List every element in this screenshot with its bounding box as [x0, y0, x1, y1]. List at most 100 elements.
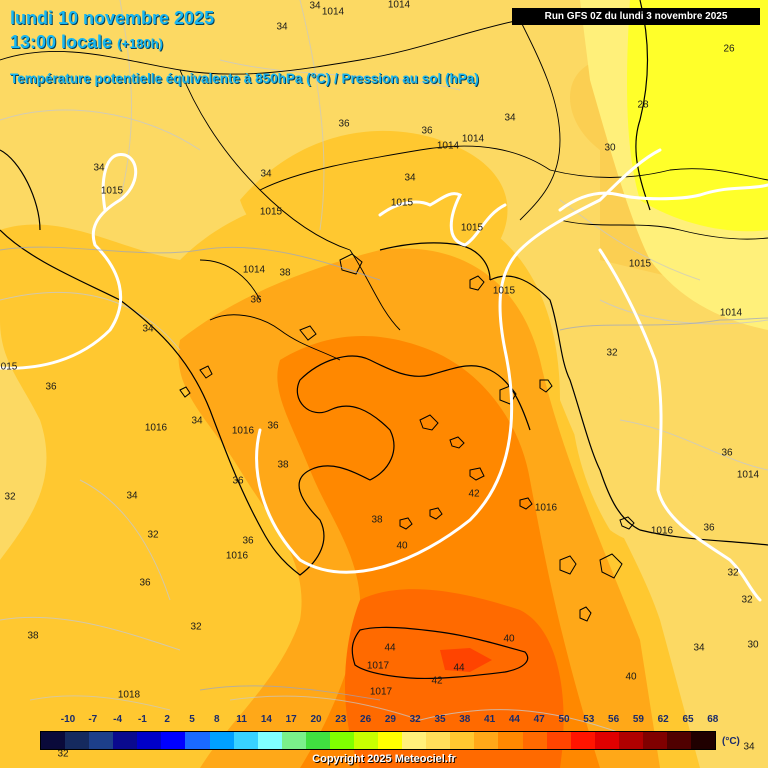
legend-swatch [426, 732, 451, 749]
map-subtitle: Température potentielle équivalente à 85… [10, 71, 479, 86]
contour-label: 34 [504, 112, 516, 124]
legend-swatch [378, 732, 403, 749]
legend-swatch [546, 732, 571, 749]
legend-tick: 14 [260, 714, 272, 725]
contour-label: 34 [309, 0, 321, 12]
contour-label: 1014 [736, 469, 760, 481]
legend-tick: 41 [484, 714, 496, 725]
contour-label: 1015 [390, 197, 414, 209]
contour-label: 1015 [492, 285, 516, 297]
legend-swatch [281, 732, 306, 749]
legend-swatch [89, 732, 114, 749]
coastlines [0, 0, 768, 680]
legend-swatch [691, 732, 716, 749]
contour-label: 1017 [366, 660, 390, 672]
color-legend: -10 -7 -4 -1 2 5 8 11 14 17 20 23 26 29 32 35 38 41 44 47 50… [0, 712, 768, 768]
contour-label: 32 [57, 748, 69, 760]
legend-tick: 56 [608, 714, 620, 725]
contour-label: 32 [190, 621, 202, 633]
legend-swatch [65, 732, 90, 749]
contour-label: 38 [279, 267, 291, 279]
contour-label: 32 [727, 567, 739, 579]
contour-label: 40 [396, 540, 408, 552]
legend-swatch [185, 732, 210, 749]
contour-label: 1017 [369, 686, 393, 698]
legend-colorbar [40, 731, 716, 750]
run-info: Run GFS 0Z du lundi 3 novembre 2025 [512, 8, 760, 25]
legend-swatch [402, 732, 427, 749]
isobars [0, 148, 768, 602]
copyright: Copyright 2025 Meteociel.fr [312, 753, 456, 765]
contour-label: 40 [625, 671, 637, 683]
legend-tick: 65 [682, 714, 694, 725]
contour-label: 36 [338, 118, 350, 130]
contour-label: 38 [27, 630, 39, 642]
legend-swatch [257, 732, 282, 749]
legend-tick: 2 [164, 714, 170, 725]
contour-label: 44 [384, 642, 396, 654]
contour-label: 34 [276, 21, 288, 33]
contour-label: 015 [0, 361, 18, 373]
contour-label: 32 [606, 347, 618, 359]
borders [0, 19, 768, 361]
legend-swatch [667, 732, 692, 749]
legend-swatch [522, 732, 547, 749]
legend-tick: 17 [285, 714, 297, 725]
legend-swatch [570, 732, 595, 749]
legend-tick: 35 [434, 714, 446, 725]
contour-label: 36 [250, 294, 262, 306]
legend-tick: -4 [113, 714, 123, 725]
contour-label: 1014 [719, 307, 743, 319]
contour-label: 1016 [534, 502, 558, 514]
legend-tick: 32 [409, 714, 421, 725]
legend-swatch [209, 732, 234, 749]
legend-tick: 50 [558, 714, 570, 725]
contour-label: 34 [142, 323, 154, 335]
contour-label: 34 [404, 172, 416, 184]
legend-tick: 5 [189, 714, 195, 725]
forecast-time-local: 13:00 locale [10, 32, 113, 52]
contour-label: 28 [637, 99, 649, 111]
contour-label: 1014 [387, 0, 411, 11]
contour-label: 36 [267, 420, 279, 432]
legend-tick: 8 [214, 714, 220, 725]
legend-tick: -10 [60, 714, 76, 725]
contour-label: 1014 [242, 264, 266, 276]
legend-swatch [41, 732, 66, 749]
legend-tick: 62 [657, 714, 669, 725]
legend-swatch [498, 732, 523, 749]
contour-label: 34 [191, 415, 203, 427]
legend-swatch [329, 732, 355, 749]
contour-label: 30 [747, 639, 759, 651]
contour-label: 42 [431, 675, 443, 687]
contour-label: 42 [468, 488, 480, 500]
contour-label: 38 [371, 514, 383, 526]
contour-label: 36 [139, 577, 151, 589]
contour-label: 32 [147, 529, 159, 541]
contour-label: 1016 [650, 525, 674, 537]
contour-label: 32 [741, 594, 753, 606]
pressure-contours [0, 246, 768, 701]
contour-label: 1014 [436, 140, 460, 152]
legend-tick: 29 [384, 714, 396, 725]
contour-label: 1015 [100, 185, 124, 197]
contour-label: 34 [743, 741, 755, 753]
legend-swatch [450, 732, 475, 749]
legend-swatch [137, 732, 162, 749]
forecast-date: lundi 10 novembre 2025 [10, 8, 215, 28]
legend-tick: 59 [632, 714, 644, 725]
legend-swatch [642, 732, 668, 749]
legend-tick: 53 [583, 714, 595, 725]
forecast-time: 13:00 locale (+180h) [10, 32, 163, 53]
contour-label: 30 [604, 142, 616, 154]
contour-label: 36 [45, 381, 57, 393]
contour-label: 1015 [628, 258, 652, 270]
legend-swatch [354, 732, 379, 749]
contour-label: 1016 [225, 550, 249, 562]
legend-swatch [305, 732, 330, 749]
contour-label: 1018 [117, 689, 141, 701]
legend-tick: 47 [533, 714, 545, 725]
legend-unit: (°C) [722, 736, 740, 747]
legend-tick: 20 [310, 714, 322, 725]
